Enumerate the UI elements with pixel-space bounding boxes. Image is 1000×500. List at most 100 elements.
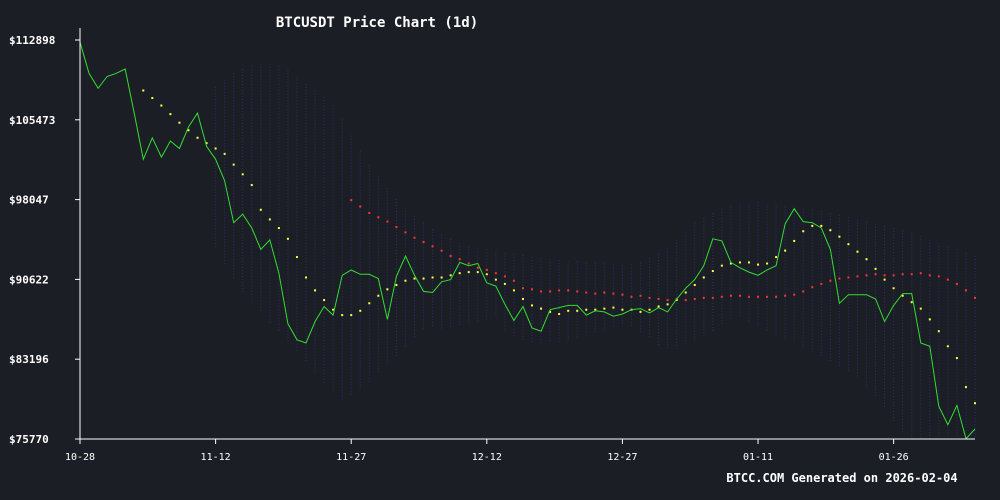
sar-point [250,184,253,187]
x-tick-label: 11-27 [336,452,366,463]
ma-point [585,291,588,294]
ma-point [856,275,859,278]
sar-point [549,310,552,313]
ma-point [802,290,805,293]
ma-point [784,294,787,297]
y-tick-label: $112898 [9,34,55,47]
ma-point [955,282,958,285]
sar-point [784,249,787,252]
sar-point [865,258,868,261]
ma-point [892,274,895,277]
ma-point [368,211,371,214]
sar-point [838,235,841,238]
sar-point [874,267,877,270]
ma-point [811,286,814,289]
x-tick-label: 12-27 [607,452,637,463]
sar-point [395,284,398,287]
ma-point [449,254,452,257]
ma-point [494,272,497,275]
ma-point [702,296,705,299]
ma-point [684,299,687,302]
ma-point [404,231,407,234]
sar-point [286,237,289,240]
sar-point [766,262,769,265]
sar-point [955,357,958,360]
sar-point [404,279,407,282]
ma-point [775,295,778,298]
ma-point [883,274,886,277]
ma-point [820,282,823,285]
sar-point [196,136,199,139]
ma-point [729,294,732,297]
ma-point [910,273,913,276]
ma-point [928,274,931,277]
ma-point [531,288,534,291]
sar-point [169,113,172,116]
ma-point [630,295,633,298]
sar-point [503,282,506,285]
sar-point [657,305,660,308]
sar-point [359,309,362,312]
sar-point [368,302,371,305]
sar-point [268,218,271,221]
sar-point [946,345,949,348]
x-tick-label: 12-12 [472,452,502,463]
ma-point [377,216,380,219]
sar-point [729,262,732,265]
sar-point [738,261,741,264]
axes [79,28,975,440]
y-tick-label: $98047 [9,194,49,207]
sar-point [485,273,488,276]
sar-point [223,152,226,155]
y-axis-ticks: $112898 $105473 $98047 $90622 $83196 $75770 [9,34,80,446]
ma-point [476,266,479,269]
sar-point [775,256,778,259]
ma-point [386,220,389,223]
sar-point [675,299,678,302]
price-line-series [79,41,976,440]
x-tick-label: 11-12 [201,452,231,463]
sar-point [856,250,859,253]
ma-point [422,241,425,244]
sar-point [757,263,760,266]
ma-point [838,277,841,280]
ma-point [576,290,579,293]
ma-point [865,274,868,277]
sar-point [413,277,416,280]
ma-point [603,291,606,294]
chart-title: BTCUSDT Price Chart (1d) [276,15,478,31]
ma-point [395,225,398,228]
sar-point [974,402,976,405]
sar-point [567,309,570,312]
sar-point [910,301,913,304]
sar-point [648,308,651,311]
sar-point [576,309,579,312]
parabolic-sar-series [142,89,976,405]
ma-point [793,293,796,296]
sar-point [178,121,181,124]
sar-point [277,227,280,230]
ma-point [874,273,877,276]
sar-point [594,308,597,311]
sar-point [883,278,886,281]
ma-point [350,199,353,202]
x-tick-label: 01-26 [879,452,909,463]
sar-point [449,274,452,277]
x-tick-label: 10-28 [65,452,95,463]
sar-point [720,264,723,267]
x-tick-label: 01-11 [743,452,773,463]
ma-point [738,294,741,297]
sar-point [295,256,298,259]
y-tick-label: $75770 [9,433,49,446]
sar-point [232,163,235,166]
bollinger-band-layer [215,63,976,439]
sar-point [892,287,895,290]
sar-point [440,276,443,279]
ma-point [919,272,922,275]
sar-point [540,307,543,310]
sar-point [793,239,796,242]
sar-point [919,307,922,310]
ma-point [594,292,597,295]
